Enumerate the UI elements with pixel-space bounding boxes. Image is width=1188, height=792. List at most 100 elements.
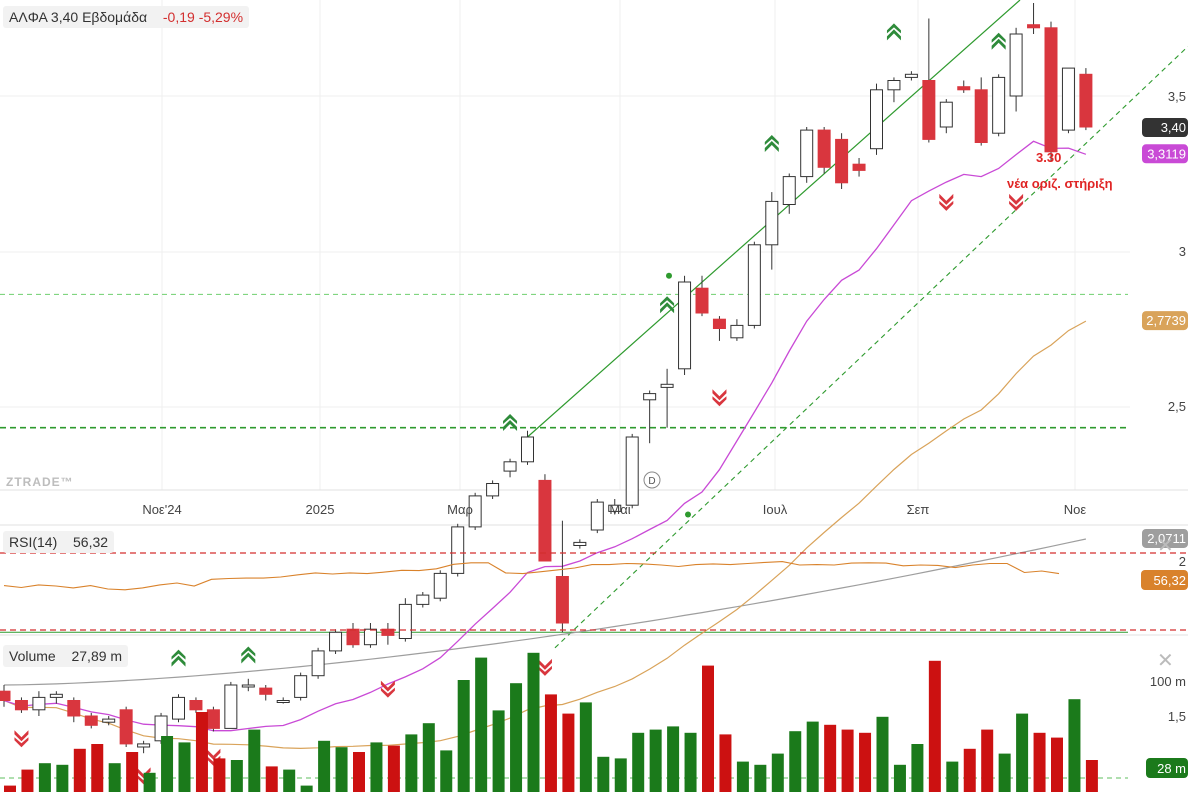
price-change-pct: -5,29%	[198, 9, 244, 25]
volume-bar-down	[841, 729, 854, 792]
candle-up	[1061, 67, 1075, 131]
volume-bar-down	[928, 660, 941, 792]
annotation-text: νέα οριζ. στήριξη	[1007, 176, 1113, 191]
volume-bar-up	[1016, 713, 1029, 792]
time-tick-label: 2025	[306, 502, 335, 517]
candle-up	[363, 628, 377, 646]
candle-down	[974, 89, 988, 144]
candle-up	[678, 281, 692, 370]
candle-up	[521, 436, 534, 463]
candle-up	[730, 324, 744, 339]
last-price-tag: 3,40	[1161, 120, 1186, 135]
symbol-legend[interactable]: ΑΛΦΑ 3,40 Εβδομάδα -0,19 -5,29%	[3, 6, 250, 28]
candle-down	[1079, 73, 1093, 128]
time-tick-label: Σεπ	[907, 502, 930, 517]
candle-down	[555, 576, 569, 624]
candle-up	[486, 483, 500, 497]
time-axis: Νοε'24 2025 Μαρ Μαι Ιουλ Σεπ Νοε	[142, 502, 1086, 517]
last-price: 3,40	[50, 9, 79, 25]
volume-bar-up	[38, 763, 51, 792]
rsi-legend[interactable]: RSI(14) 56,32	[3, 531, 115, 553]
volume-bar-down	[126, 752, 139, 792]
buy-signal-icon	[991, 32, 1006, 50]
annotation-price: 3.30	[1036, 150, 1061, 165]
candle-up	[1009, 33, 1023, 97]
sell-signal-icon	[712, 389, 727, 407]
volume-bar-down	[1033, 732, 1046, 792]
rsi-line	[3, 561, 1060, 591]
volume-legend[interactable]: Volume 27,89 m	[3, 645, 129, 667]
ma-fast-line	[3, 140, 1087, 732]
volume-bar-up	[370, 742, 383, 792]
candle-up	[573, 541, 587, 547]
volume-bar-up	[911, 744, 924, 792]
candle-up	[590, 501, 604, 531]
candle-up	[747, 244, 761, 326]
watermark-logo: ZTRADE™	[6, 475, 74, 489]
candle-down	[189, 700, 203, 711]
rsi-label: RSI(14)	[9, 534, 58, 550]
volume-bar-up	[422, 723, 435, 792]
sell-signal-icon	[939, 193, 954, 211]
volume-bar-up	[475, 657, 488, 792]
candle-up	[137, 743, 151, 748]
price-axis: 1,5 2 2,5 3 3,5	[1168, 89, 1186, 724]
volume-bar-up	[335, 747, 348, 792]
volume-bar-up	[649, 729, 662, 792]
candle-up	[241, 684, 255, 688]
volume-bar-up	[806, 721, 819, 792]
candle-up	[782, 176, 796, 206]
price-tick-label: 3	[1179, 244, 1186, 259]
volume-bar-down	[265, 766, 278, 792]
candle-up	[416, 594, 430, 605]
volume-bar-up	[893, 764, 906, 792]
volume-bar-up	[946, 761, 959, 792]
volume-bar-down	[859, 732, 872, 792]
trend-point	[666, 272, 672, 279]
volume-bar-down	[353, 752, 365, 792]
ma-fast-tag-bg	[1142, 144, 1188, 164]
volume-bar-up	[754, 764, 767, 792]
buy-signal-icon	[764, 135, 779, 152]
close-rsi-icon[interactable]: ✕	[1157, 535, 1174, 557]
volume-bar-up	[440, 750, 453, 792]
volume-bar-down	[702, 665, 714, 792]
time-tick-label: Μαι	[609, 502, 630, 517]
volume-bar-up	[248, 729, 261, 792]
interval-label: Εβδομάδα	[82, 9, 148, 25]
candle-up	[939, 101, 953, 128]
volume-bar-up	[771, 753, 784, 792]
volume-bar-down	[91, 744, 104, 792]
candle-up	[870, 89, 883, 150]
last-price-tag-bg	[1142, 118, 1188, 137]
volume-bar-down	[4, 785, 16, 792]
event-marker-icon[interactable]: D	[643, 471, 661, 489]
time-tick-label: Μαρ	[447, 502, 473, 517]
volume-bar-up	[579, 702, 592, 792]
candle-up	[102, 718, 116, 723]
buy-signal-icon	[660, 296, 675, 314]
chart-grid	[0, 0, 1188, 636]
close-volume-icon[interactable]: ✕	[1157, 650, 1174, 672]
ma-slow-tag-bg	[1142, 528, 1188, 548]
candle-up	[468, 495, 482, 528]
ma-mid-tag: 2,7739	[1146, 313, 1186, 328]
volume-bar-up	[143, 772, 156, 792]
volume-bar-up	[597, 756, 610, 792]
candle-down	[14, 700, 28, 711]
candle-up	[329, 631, 343, 652]
candle-down	[922, 80, 936, 140]
candle-down	[0, 690, 11, 702]
candle-up	[904, 73, 918, 78]
candle-down	[206, 709, 220, 729]
candle-up	[765, 200, 779, 246]
volume-bar-up	[230, 760, 243, 792]
candle-down	[538, 479, 552, 562]
candle-up	[32, 696, 46, 711]
buy-signal-icon	[171, 649, 186, 667]
buy-signal-icon	[503, 414, 518, 431]
volume-bar-down	[963, 748, 976, 792]
rsi-value: 56,32	[73, 534, 109, 550]
rsi-panel: 56,32	[0, 552, 1188, 631]
